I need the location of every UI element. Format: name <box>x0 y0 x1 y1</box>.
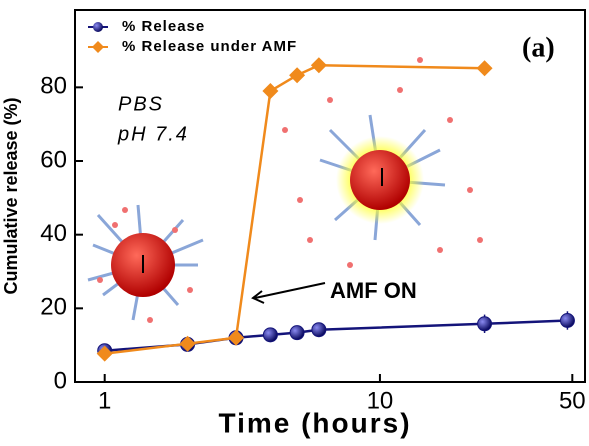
arrow <box>251 282 326 304</box>
y-tick-label: 60 <box>40 146 67 173</box>
nanoparticle <box>87 204 204 321</box>
x-tick-label: 10 <box>367 387 394 414</box>
data-point <box>311 322 327 338</box>
annotation: pH 7.4 <box>117 123 189 145</box>
data-point <box>477 316 493 332</box>
data-point <box>228 329 245 346</box>
data-point <box>96 345 113 362</box>
legend-marker <box>92 41 104 53</box>
panel-label: (a) <box>522 32 555 63</box>
legend-label: % Release <box>122 18 205 35</box>
x-tick-label: 50 <box>559 387 586 414</box>
y-axis-label: Cumulative release (%) <box>1 97 21 294</box>
illustration <box>87 57 483 323</box>
data-point <box>310 57 327 74</box>
plot-frame <box>74 9 586 383</box>
y-tick-label: 0 <box>54 367 67 394</box>
nanoparticle-heated <box>319 114 446 241</box>
y-tick-label: 80 <box>40 73 67 100</box>
legend-label: % Release under AMF <box>122 38 297 55</box>
x-axis-label: Time (hours) <box>218 407 411 438</box>
data-point <box>262 83 279 100</box>
data-point <box>289 325 305 341</box>
y-tick-label: 20 <box>40 294 67 321</box>
annotation: AMF ON <box>330 278 417 303</box>
annotation: PBS <box>118 93 164 115</box>
data-point <box>289 67 306 84</box>
x-tick-label: 1 <box>98 387 111 414</box>
y-tick-label: 40 <box>40 220 67 247</box>
drug-molecules <box>97 57 483 323</box>
data-point <box>476 60 493 77</box>
data-point <box>262 327 278 343</box>
legend-marker <box>93 22 103 32</box>
data-point <box>559 312 575 328</box>
data-point <box>179 335 196 352</box>
